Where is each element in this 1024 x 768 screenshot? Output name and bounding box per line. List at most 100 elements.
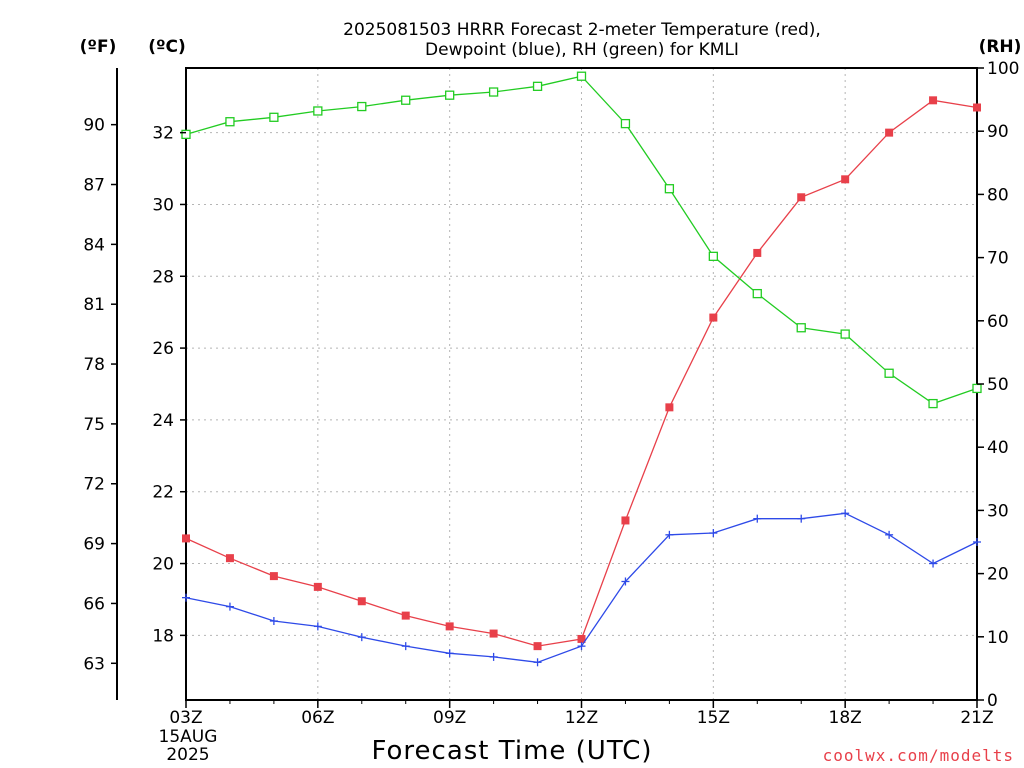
rh-point — [928, 398, 938, 409]
rh-point — [269, 112, 279, 122]
dewpoint-point — [665, 530, 674, 539]
plot-frame — [185, 67, 978, 701]
fahrenheit-tick-label: 75 — [83, 415, 105, 435]
rh-point — [796, 323, 806, 333]
dewpoint-point — [445, 649, 454, 658]
temperature-point — [973, 103, 981, 112]
rh-point — [313, 106, 323, 116]
rh-point — [576, 71, 587, 81]
temperature-point — [885, 128, 894, 137]
rh-point — [884, 368, 894, 378]
rh-point — [972, 383, 982, 394]
dewpoint-point — [929, 559, 938, 568]
temperature-point — [797, 193, 806, 202]
rh-point — [225, 117, 235, 127]
rh-tick-label: 20 — [987, 565, 1009, 585]
temperature-point — [929, 96, 938, 105]
fahrenheit-tick-label: 63 — [83, 654, 105, 674]
temperature-point — [357, 597, 366, 606]
fahrenheit-tick-label: 69 — [83, 535, 105, 555]
temperature-point — [577, 634, 586, 643]
temperature-point — [621, 516, 630, 525]
temperature-point — [182, 534, 190, 543]
temperature-point — [445, 622, 454, 631]
rh-point — [708, 251, 718, 261]
dewpoint-point — [709, 529, 718, 538]
temperature-point — [841, 175, 850, 184]
chart-title-line-1: 2025081503 HRRR Forecast 2-meter Tempera… — [343, 20, 821, 40]
fahrenheit-tick-label: 78 — [83, 355, 105, 375]
rh-point — [752, 288, 762, 299]
celsius-tick-label: 22 — [152, 483, 174, 503]
celsius-axis-unit: (ºC) — [148, 37, 186, 57]
x-date-line-1: 15AUG — [159, 727, 218, 747]
rh-point — [401, 95, 411, 105]
temperature-point — [401, 611, 410, 620]
celsius-tick-label: 20 — [152, 555, 174, 575]
dewpoint-point — [797, 514, 806, 523]
rh-line — [185, 75, 978, 405]
x-tick-label: 15Z — [697, 708, 730, 728]
temperature-point — [269, 572, 278, 581]
celsius-tick-label: 26 — [152, 339, 174, 359]
x-tick-label: 18Z — [829, 708, 862, 728]
rh-tick-label: 30 — [987, 501, 1009, 521]
dewpoint-point — [753, 514, 762, 523]
fahrenheit-tick-label: 87 — [83, 176, 105, 196]
dewpoint-point — [401, 642, 410, 651]
rh-point — [664, 184, 675, 194]
x-tick-label: 03Z — [169, 708, 202, 728]
temperature-point — [753, 248, 762, 257]
temperature-point — [665, 403, 674, 412]
temperature-point — [709, 313, 718, 322]
dewpoint-point — [621, 577, 630, 586]
rh-point — [181, 129, 191, 140]
x-tick-label: 12Z — [565, 708, 598, 728]
dewpoint-point — [269, 617, 278, 625]
celsius-tick-label: 32 — [152, 124, 174, 144]
rh-tick-label: 90 — [987, 122, 1009, 142]
temperature-point — [225, 554, 234, 563]
rh-tick-label: 0 — [987, 691, 998, 711]
fahrenheit-tick-label: 72 — [83, 475, 105, 495]
rh-point — [445, 90, 455, 100]
temperature-point — [489, 629, 498, 638]
dewpoint-point — [533, 658, 542, 667]
x-tick-label: 09Z — [433, 708, 466, 728]
rh-tick-label: 100 — [987, 59, 1019, 79]
rh-tick-label: 40 — [987, 438, 1009, 458]
rh-point — [488, 87, 499, 97]
rh-point — [532, 81, 543, 91]
dewpoint-point — [357, 633, 366, 642]
rh-tick-label: 10 — [987, 628, 1009, 648]
celsius-tick-label: 30 — [152, 195, 174, 215]
celsius-tick-label: 24 — [152, 411, 174, 431]
x-tick-label: 06Z — [301, 708, 334, 728]
rh-tick-label: 50 — [987, 375, 1009, 395]
fahrenheit-tick-label: 81 — [83, 295, 105, 315]
x-axis-title: Forecast Time (UTC) — [371, 736, 652, 766]
dewpoint-point — [973, 538, 981, 546]
x-date-line-2: 2025 — [166, 745, 209, 765]
fahrenheit-axis-unit: (ºF) — [80, 37, 117, 57]
temperature-point — [313, 582, 322, 591]
rh-tick-label: 70 — [987, 249, 1009, 269]
dewpoint-point — [577, 642, 586, 651]
dewpoint-point — [182, 593, 190, 602]
temperature-point — [533, 642, 542, 651]
chart-title-line-2: Dewpoint (blue), RH (green) for KMLI — [425, 40, 739, 60]
fahrenheit-tick-label: 90 — [83, 116, 105, 136]
rh-tick-label: 60 — [987, 312, 1009, 332]
rh-point — [620, 118, 631, 129]
fahrenheit-tick-label: 84 — [83, 235, 105, 255]
rh-point — [357, 101, 367, 112]
x-tick-label: 21Z — [960, 708, 993, 728]
rh-point — [840, 329, 850, 339]
celsius-tick-label: 18 — [152, 626, 174, 646]
rh-axis-unit: (RH) — [979, 37, 1022, 57]
dewpoint-point — [885, 530, 894, 539]
celsius-tick-label: 28 — [152, 267, 174, 287]
credit-link[interactable]: coolwx.com/modelts — [823, 746, 1014, 765]
fahrenheit-tick-label: 66 — [83, 594, 105, 614]
